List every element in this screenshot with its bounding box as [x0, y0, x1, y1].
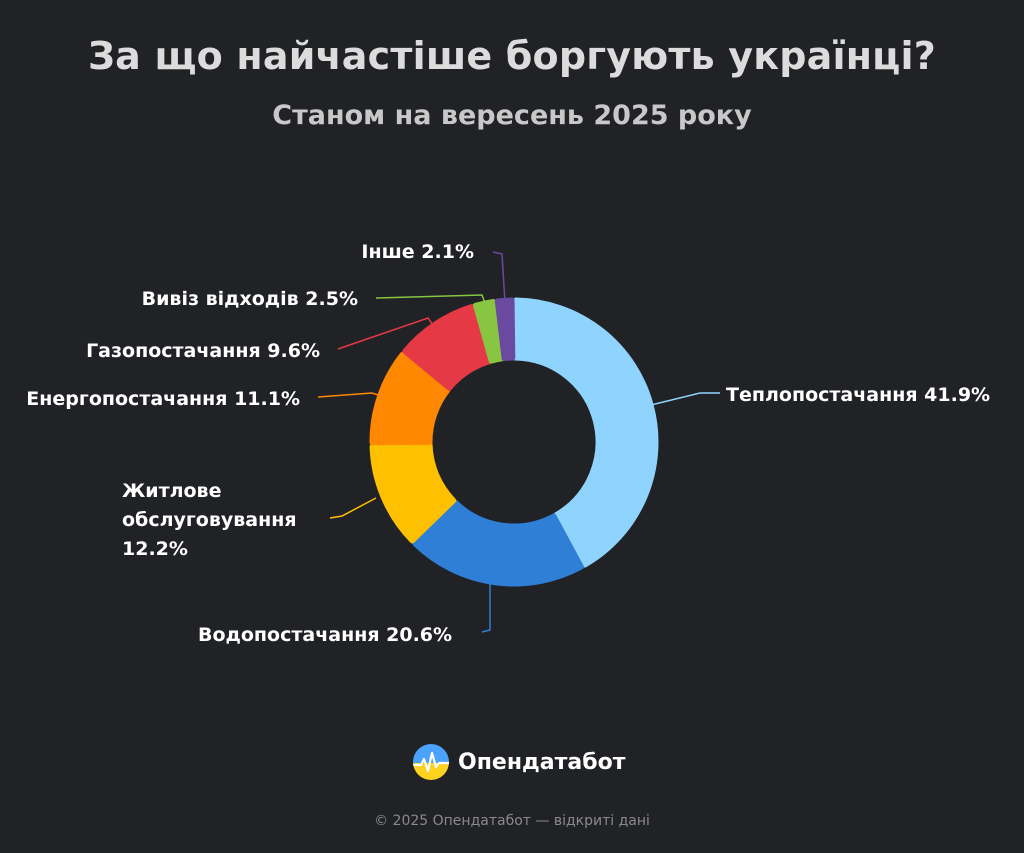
donut-slice [369, 351, 451, 446]
donut-slice [512, 297, 659, 568]
donut-slice [402, 303, 492, 391]
slice-label: Енергопостачання 11.1% [26, 388, 300, 410]
brand-name: Опендатабот [458, 749, 626, 775]
leader-line [317, 392, 385, 398]
leader-line [492, 251, 506, 304]
slice-label: Теплопостачання 41.9% [726, 384, 990, 406]
slice-label: Інше 2.1% [361, 241, 474, 263]
leader-line [337, 317, 438, 350]
donut-slice [412, 499, 584, 587]
slice-label: Водопостачання 20.6% [198, 624, 452, 646]
donut-slice [369, 442, 457, 544]
slice-label: Газопостачання 9.6% [86, 340, 320, 362]
footer-credit: © 2025 Опендатабот — відкриті дані [374, 813, 650, 829]
leader-line [650, 392, 720, 406]
leader-line [329, 497, 377, 519]
slice-label: Вивіз відходів 2.5% [142, 288, 358, 310]
chart-subtitle: Станом на вересень 2025 року [272, 100, 752, 131]
brand-logo: Опендатабот [412, 742, 625, 782]
leader-line [375, 294, 487, 307]
chart-title: За що найчастіше боргують українці? [87, 34, 936, 78]
leader-line [481, 581, 491, 633]
donut-slice [494, 297, 516, 362]
opendatabot-icon [413, 744, 449, 780]
slice-label: Житлове обслуговування 12.2% [122, 480, 297, 560]
